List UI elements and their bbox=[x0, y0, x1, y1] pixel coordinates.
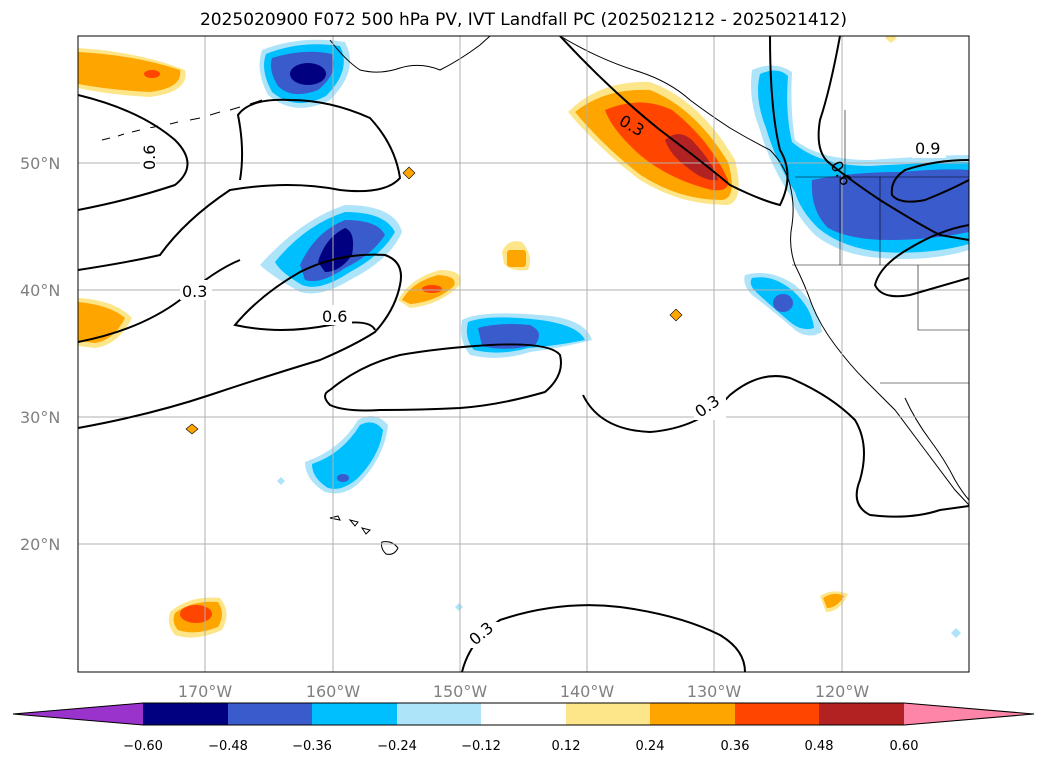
contour-label: 0.6 bbox=[322, 307, 347, 326]
small-negative-diamond bbox=[455, 603, 463, 611]
lon-label-130w: 130°W bbox=[687, 682, 742, 701]
lat-label-40n: 40°N bbox=[20, 281, 60, 300]
colorbar-ticks: −0.60 −0.48 −0.36 −0.24 −0.12 0.12 0.24 … bbox=[123, 739, 918, 754]
colorbar-segment bbox=[143, 703, 228, 725]
lon-label-160w: 160°W bbox=[306, 682, 361, 701]
lon-label-170w: 170°W bbox=[178, 682, 233, 701]
lat-label-50n: 50°N bbox=[20, 154, 60, 173]
negative-anomaly-gulf-alaska bbox=[259, 39, 350, 108]
colorbar-segment bbox=[566, 703, 650, 725]
positive-anomaly-145w bbox=[502, 241, 530, 271]
positive-anomaly-bc-coast bbox=[568, 81, 739, 205]
colorbar-tick: −0.12 bbox=[461, 739, 501, 754]
negative-anomaly-pacific-nw bbox=[751, 65, 969, 259]
positive-anomaly-120w-16n bbox=[820, 591, 848, 612]
small-negative-diamond bbox=[951, 628, 961, 638]
lon-label-120w: 120°W bbox=[815, 682, 870, 701]
small-positive-diamond bbox=[402, 166, 416, 180]
pv-contours bbox=[78, 36, 969, 672]
colorbar-segment bbox=[481, 703, 566, 725]
colorbar-segment bbox=[819, 703, 904, 725]
lat-label-20n: 20°N bbox=[20, 535, 60, 554]
lat-label-30n: 30°N bbox=[20, 408, 60, 427]
colorbar-segment bbox=[397, 703, 481, 725]
small-negative-diamond bbox=[277, 477, 285, 485]
lon-label-150w: 150°W bbox=[433, 682, 488, 701]
positive-anomaly-dateline-north bbox=[78, 48, 186, 97]
positive-anomaly-sw bbox=[168, 597, 227, 638]
colorbar-segment bbox=[228, 703, 312, 725]
colorbar-tick: −0.60 bbox=[123, 739, 163, 754]
contour-label: 0.9 bbox=[915, 139, 940, 158]
colorbar-extend-max bbox=[904, 703, 1034, 725]
colorbar-tick: −0.48 bbox=[208, 739, 248, 754]
small-positive-diamond bbox=[669, 308, 683, 322]
contour-label: 0.3 bbox=[182, 282, 207, 301]
small-positive-diamond bbox=[885, 36, 897, 43]
colorbar-segment bbox=[312, 703, 397, 725]
colorbar-tick: 0.24 bbox=[636, 739, 665, 754]
colorbar-segment bbox=[650, 703, 735, 725]
lon-label-140w: 140°W bbox=[560, 682, 615, 701]
coastlines bbox=[101, 36, 969, 555]
plot-title: 2025020900 F072 500 hPa PV, IVT Landfall… bbox=[199, 10, 847, 30]
colorbar-outline bbox=[12, 702, 1035, 726]
colorbar-extend-min bbox=[13, 703, 143, 725]
longitude-labels: 170°W 160°W 150°W 140°W 130°W 120°W bbox=[178, 682, 870, 701]
negative-anomaly-midpacific bbox=[260, 205, 402, 294]
colorbar-tick: 0.48 bbox=[805, 739, 834, 754]
political-borders bbox=[792, 110, 969, 384]
map-frame bbox=[77, 35, 970, 673]
colorbar-tick: 0.60 bbox=[890, 739, 919, 754]
colorbar-tick: 0.36 bbox=[721, 739, 750, 754]
colorbar-tick: −0.36 bbox=[292, 739, 332, 754]
small-positive-diamond bbox=[185, 423, 199, 435]
colorbar-tick: 0.12 bbox=[552, 739, 581, 754]
gridlines bbox=[78, 36, 969, 672]
latitude-labels: 20°N 30°N 40°N 50°N bbox=[20, 154, 60, 554]
negative-anomaly-subtropic bbox=[305, 416, 388, 494]
contour-label: 0.6 bbox=[140, 145, 159, 170]
map-panel bbox=[78, 36, 969, 672]
colorbar-segment bbox=[735, 703, 819, 725]
colorbar: −0.60 −0.48 −0.36 −0.24 −0.12 0.12 0.24 … bbox=[12, 702, 1035, 754]
colorbar-tick: −0.24 bbox=[377, 739, 417, 754]
